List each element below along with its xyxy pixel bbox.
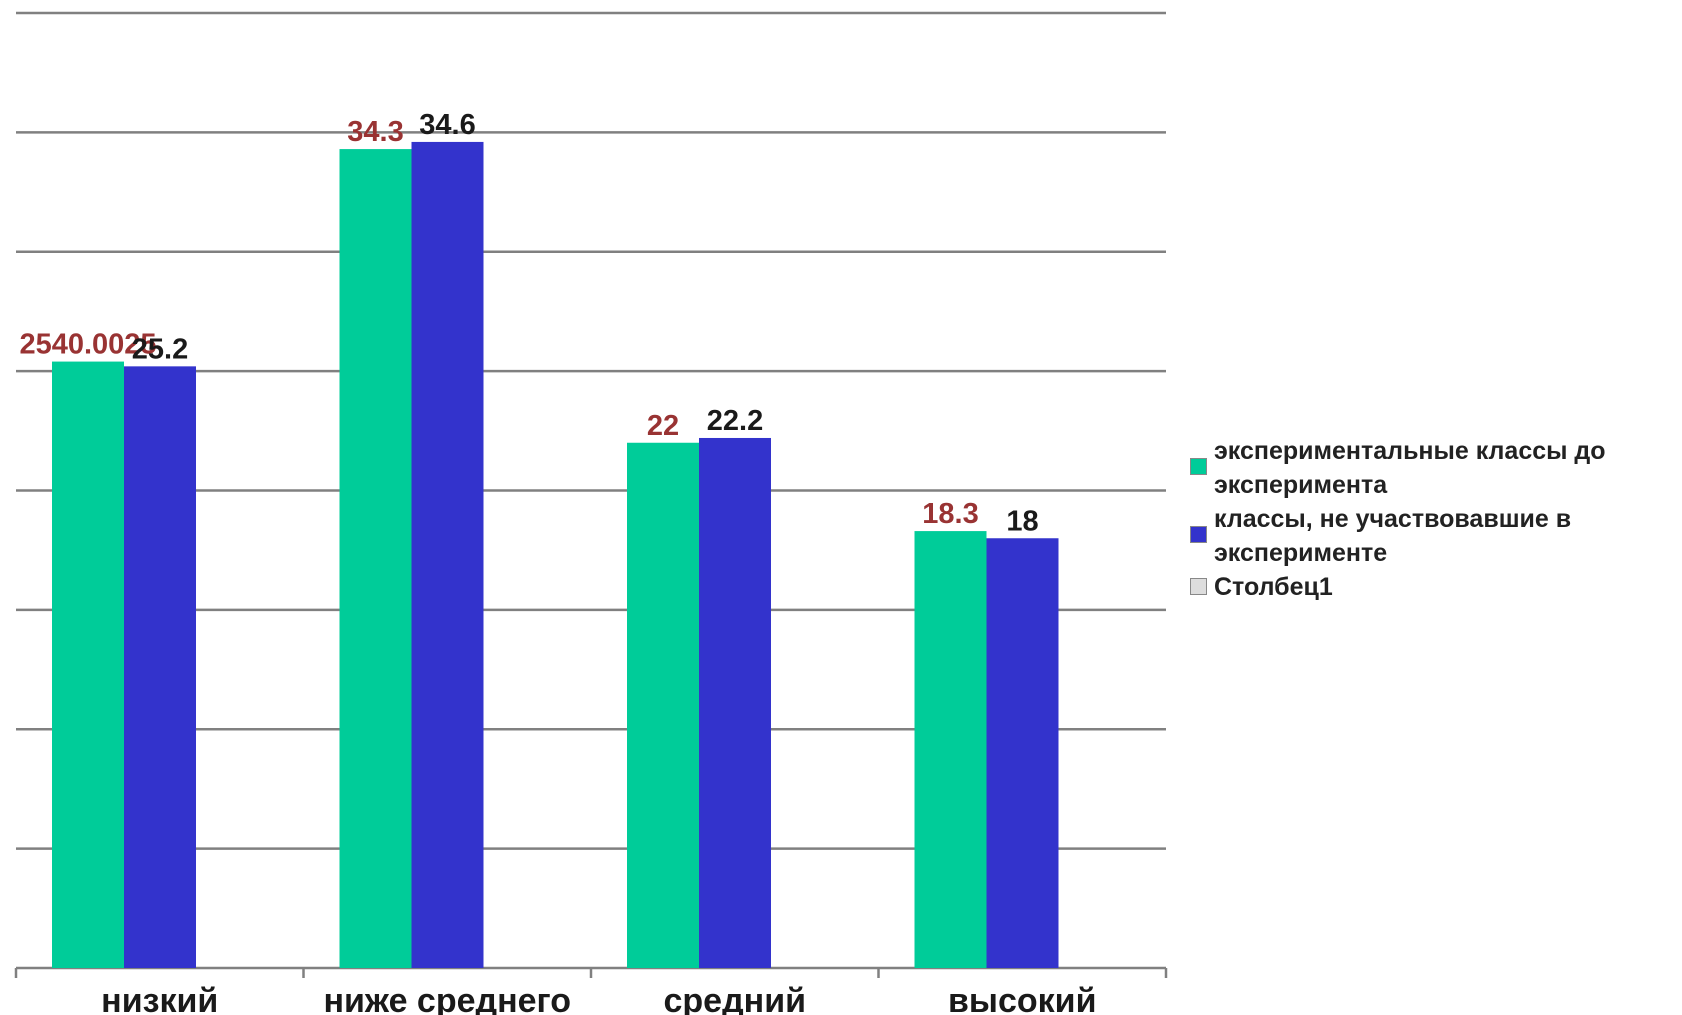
data-label: 34.3 (347, 116, 403, 148)
x-tick-label: ниже среднего (323, 982, 571, 1015)
bar (411, 141, 484, 969)
bar (986, 538, 1059, 968)
x-tick-label: низкий (101, 982, 218, 1015)
legend-swatch (1190, 458, 1207, 475)
bar (52, 361, 124, 968)
data-label: 22.2 (707, 405, 763, 437)
legend-entry: экспериментальные классы до эксперимента (1190, 434, 1680, 502)
legend-label: Столбец1 (1214, 573, 1333, 601)
legend-entry: Столбец1 (1190, 570, 1680, 604)
bar (699, 437, 771, 969)
data-label: 2540.0025 (19, 329, 156, 361)
bar (124, 366, 196, 969)
data-label: 25.2 (132, 333, 188, 365)
x-tick-label: средний (663, 982, 806, 1015)
data-label: 18 (1006, 505, 1038, 537)
chart-legend: экспериментальные классы до эксперимента… (1190, 434, 1680, 604)
bar (339, 149, 412, 968)
bar (627, 442, 699, 968)
legend-entry: классы, не участвовавшие в эксперименте (1190, 502, 1680, 570)
data-label: 18.3 (922, 498, 978, 530)
legend-swatch (1190, 526, 1207, 543)
data-label: 34.6 (419, 109, 475, 141)
legend-swatch (1190, 578, 1207, 595)
bar (914, 531, 987, 968)
legend-label: экспериментальные классы до эксперимента (1214, 437, 1606, 499)
data-label: 22 (647, 410, 679, 442)
legend-label: классы, не участвовавшие в эксперименте (1214, 505, 1572, 567)
x-tick-label: высокий (948, 982, 1096, 1015)
